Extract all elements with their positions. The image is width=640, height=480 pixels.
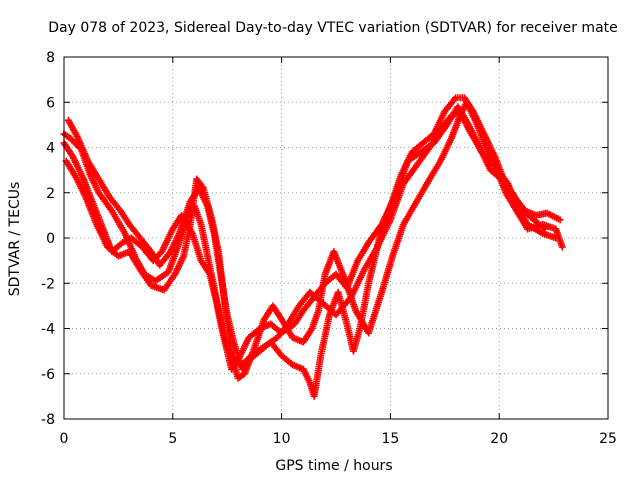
y-tick-label: -2: [41, 276, 55, 292]
chart-title: Day 078 of 2023, Sidereal Day-to-day VTE…: [48, 20, 618, 36]
y-axis-label: SDTVAR / TECUs: [7, 182, 23, 297]
x-tick-label: 20: [490, 431, 508, 447]
x-tick-label: 0: [60, 431, 69, 447]
x-tick-label: 25: [599, 431, 617, 447]
data-point: [541, 225, 549, 233]
y-tick-label: -8: [41, 412, 55, 428]
grid-lines: [64, 57, 608, 419]
x-tick-label: 5: [168, 431, 177, 447]
plot-frame: [63, 56, 609, 420]
y-tick-label: -6: [41, 367, 55, 383]
data-point: [556, 216, 564, 224]
data-points: [60, 94, 566, 400]
y-tick-label: -4: [41, 322, 55, 338]
y-tick-label: 4: [46, 141, 55, 157]
axis-ticks: 0 5 10 15 20 25 -8 -6 -4 -2 0 2 4 6 8: [41, 50, 617, 447]
data-point: [558, 243, 566, 251]
x-tick-label: 10: [273, 431, 291, 447]
y-tick-label: 2: [46, 186, 55, 202]
y-tick-label: 6: [46, 95, 55, 111]
series-track-4: [60, 103, 549, 373]
y-tick-label: 0: [46, 231, 55, 247]
x-tick-label: 15: [381, 431, 399, 447]
x-axis-label: GPS time / hours: [275, 458, 392, 474]
y-tick-label: 8: [46, 50, 55, 66]
